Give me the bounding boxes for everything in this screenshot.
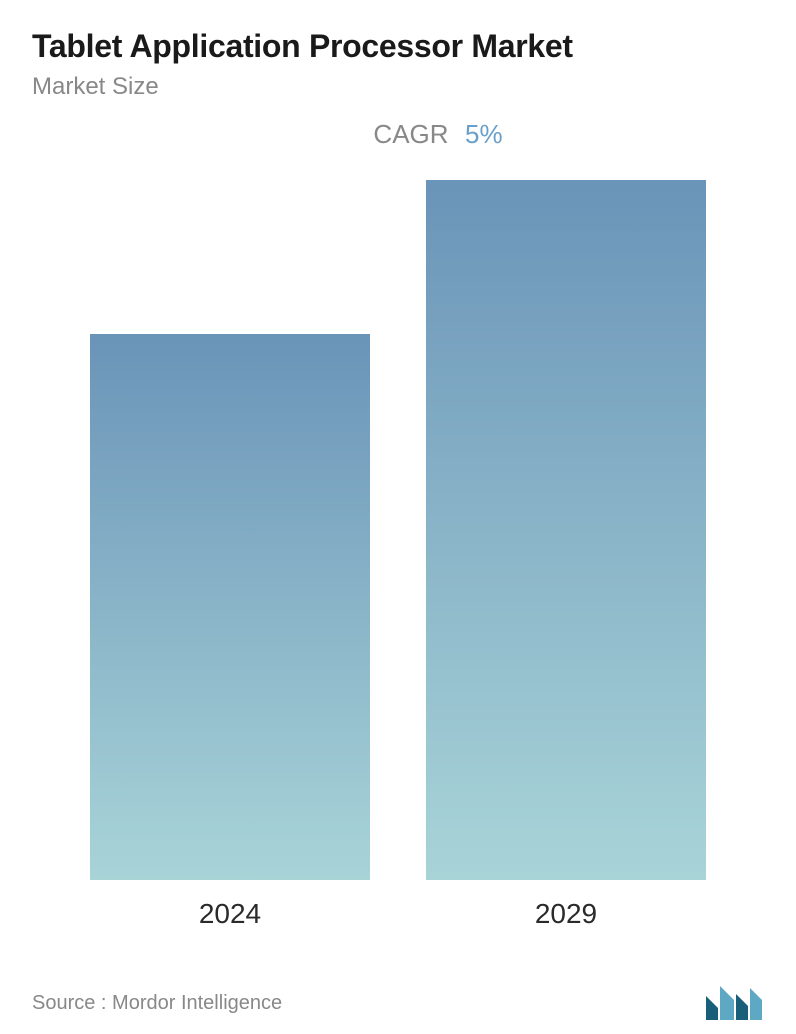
chart-area: 2024 2029 bbox=[32, 180, 764, 930]
bar-label-2029: 2029 bbox=[535, 898, 597, 930]
chart-title: Tablet Application Processor Market bbox=[32, 28, 764, 65]
chart-container: Tablet Application Processor Market Mark… bbox=[0, 0, 796, 1034]
bar-group-1: 2029 bbox=[426, 180, 706, 930]
brand-logo bbox=[704, 984, 764, 1022]
source-text: Source : Mordor Intelligence bbox=[32, 992, 282, 1015]
bar-group-0: 2024 bbox=[90, 334, 370, 930]
chart-subtitle: Market Size bbox=[32, 73, 764, 101]
cagr-label: CAGR bbox=[373, 119, 448, 149]
bar-label-2024: 2024 bbox=[199, 898, 261, 930]
bar-2029 bbox=[426, 180, 706, 880]
cagr-row: CAGR 5% bbox=[32, 119, 764, 150]
bar-2024 bbox=[90, 334, 370, 880]
cagr-value: 5% bbox=[465, 119, 503, 149]
chart-footer: Source : Mordor Intelligence bbox=[32, 948, 764, 1022]
